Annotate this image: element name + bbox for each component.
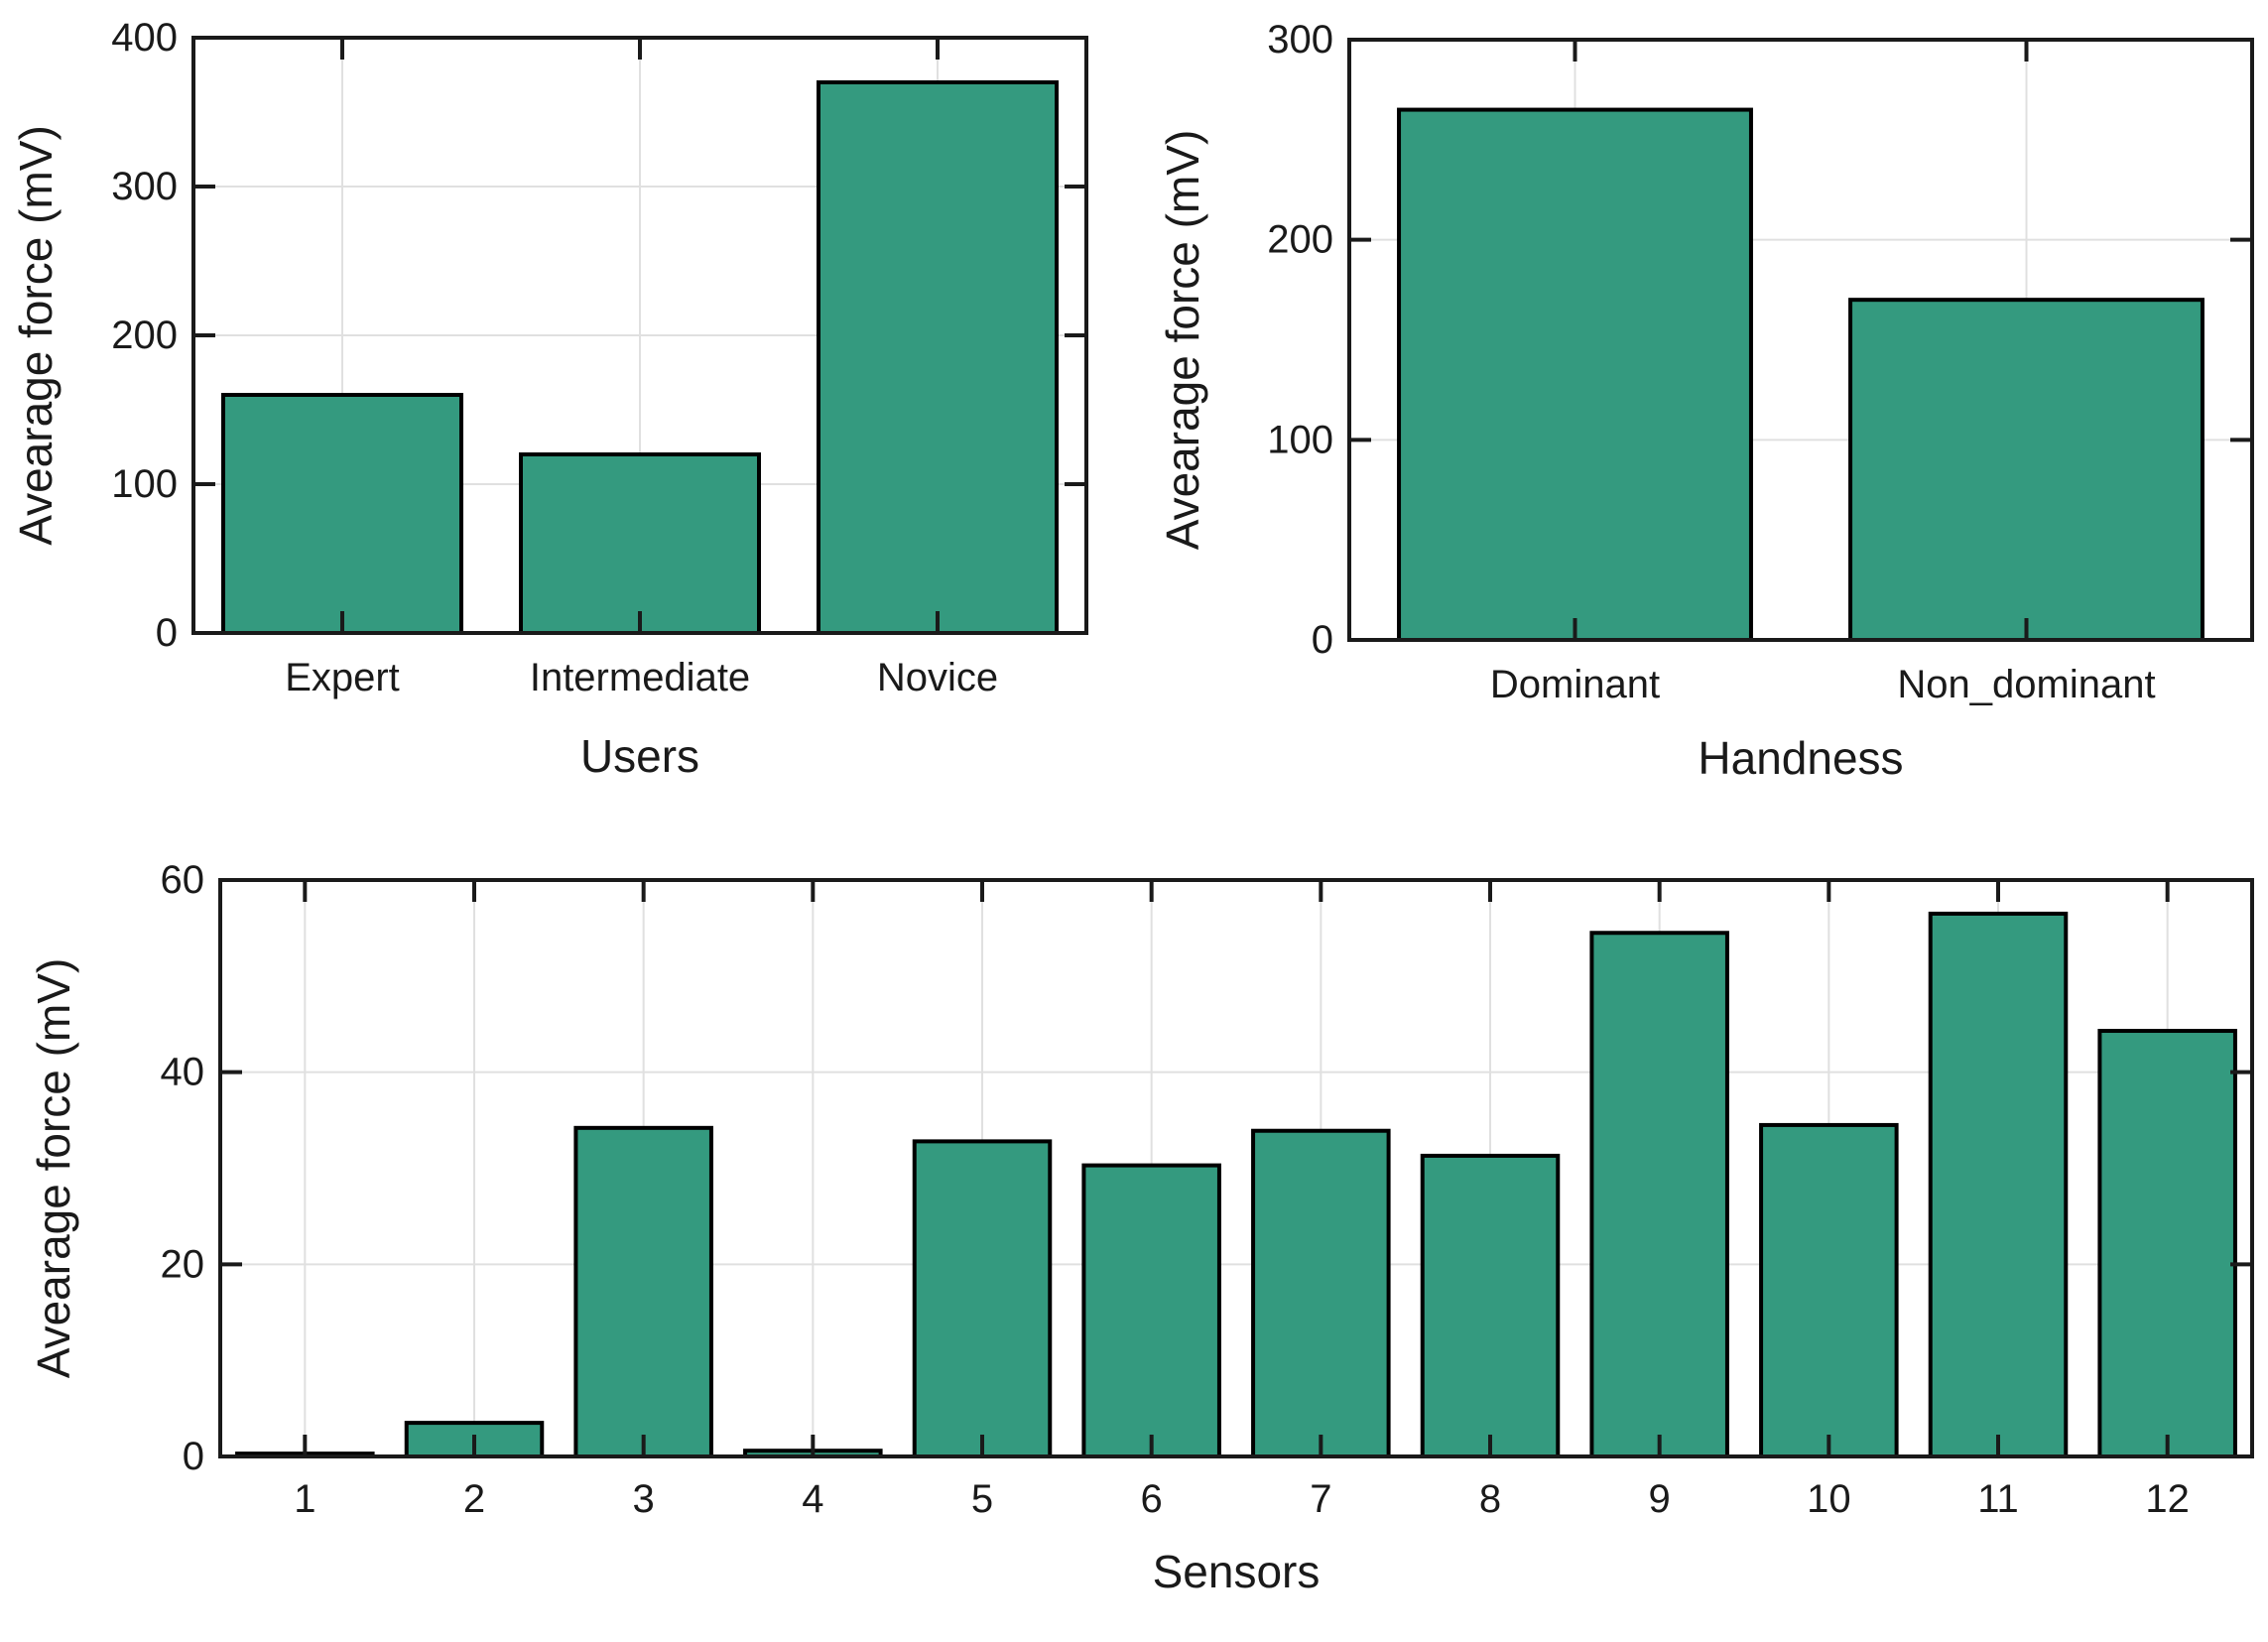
y-tick-label: 40 — [161, 1051, 205, 1094]
y-axis-label: Avearage force (mV) — [10, 125, 62, 546]
x-tick-label: 7 — [1310, 1477, 1331, 1521]
subplot-users: 0 100 200 300 400 Expert Intermediate Novice Use… — [0, 0, 1137, 814]
x-tick-label: 3 — [633, 1477, 655, 1521]
x-tick-label: 1 — [294, 1477, 315, 1521]
x-tick-label: Intermediate — [530, 656, 750, 699]
x-axis-label: Sensors — [1153, 1546, 1321, 1597]
x-tick-label: Novice — [877, 656, 998, 699]
y-axis-label: Avearage force (mV) — [28, 958, 79, 1379]
bar-dominant — [1397, 107, 1753, 643]
bar-intermediate — [519, 452, 761, 635]
y-tick-label: 100 — [1267, 418, 1333, 461]
subplot-handness: 0 100 200 300 Dominant Non_dominant Handness Av… — [1137, 0, 2268, 814]
bar-12 — [2097, 1029, 2237, 1459]
y-tick-label: 200 — [111, 314, 178, 357]
handness-bar-chart: 0 100 200 300 Dominant Non_dominant Handness Av… — [1157, 18, 2254, 784]
x-tick-label: 12 — [2145, 1477, 2190, 1521]
bar-7 — [1251, 1128, 1391, 1458]
y-tick-label: 300 — [1267, 18, 1333, 62]
y-tick-label: 200 — [1267, 218, 1333, 262]
x-tick-label: 8 — [1479, 1477, 1501, 1521]
y-tick-label: 0 — [156, 611, 178, 655]
bar-9 — [1589, 931, 1729, 1458]
bar-3 — [573, 1125, 713, 1458]
y-tick-label: 100 — [111, 462, 178, 506]
x-tick-label: Expert — [285, 656, 400, 699]
x-tick-label: 6 — [1141, 1477, 1163, 1521]
x-axis-label: Handness — [1698, 732, 1903, 784]
y-tick-label: 0 — [1312, 618, 1333, 662]
x-tick-label: 10 — [1807, 1477, 1851, 1521]
y-tick-label: 300 — [111, 165, 178, 208]
axes-box — [1347, 38, 2254, 642]
bar-non_dominant — [1848, 298, 2205, 642]
subplot-sensors: 0 20 40 60 1 2 3 4 5 6 7 8 9 10 11 12 Sensors Avearage fo… — [0, 814, 2268, 1642]
axes-box — [218, 878, 2254, 1458]
y-axis-label: Avearage force (mV) — [1157, 130, 1208, 551]
bar-11 — [1928, 911, 2069, 1459]
y-tick-label: 20 — [161, 1242, 205, 1286]
y-tick-label: 0 — [183, 1435, 204, 1478]
users-bar-chart: 0 100 200 300 400 Expert Intermediate Novice Use… — [10, 16, 1088, 782]
x-tick-label: 4 — [802, 1477, 823, 1521]
x-tick-label: 2 — [463, 1477, 485, 1521]
bar-10 — [1759, 1122, 1899, 1458]
x-tick-label: Dominant — [1490, 663, 1660, 706]
y-tick-label: 60 — [161, 858, 205, 902]
x-tick-label: 11 — [1977, 1477, 2019, 1521]
x-tick-label: Non_dominant — [1897, 663, 2155, 706]
bar-6 — [1081, 1163, 1221, 1458]
bar-8 — [1420, 1153, 1561, 1458]
bar-novice — [817, 80, 1059, 635]
y-tick-label: 400 — [111, 16, 178, 60]
bar-expert — [221, 393, 463, 635]
x-axis-label: Users — [580, 730, 699, 782]
x-tick-label: 9 — [1649, 1477, 1671, 1521]
bar-5 — [912, 1139, 1053, 1458]
x-tick-label: 5 — [971, 1477, 993, 1521]
